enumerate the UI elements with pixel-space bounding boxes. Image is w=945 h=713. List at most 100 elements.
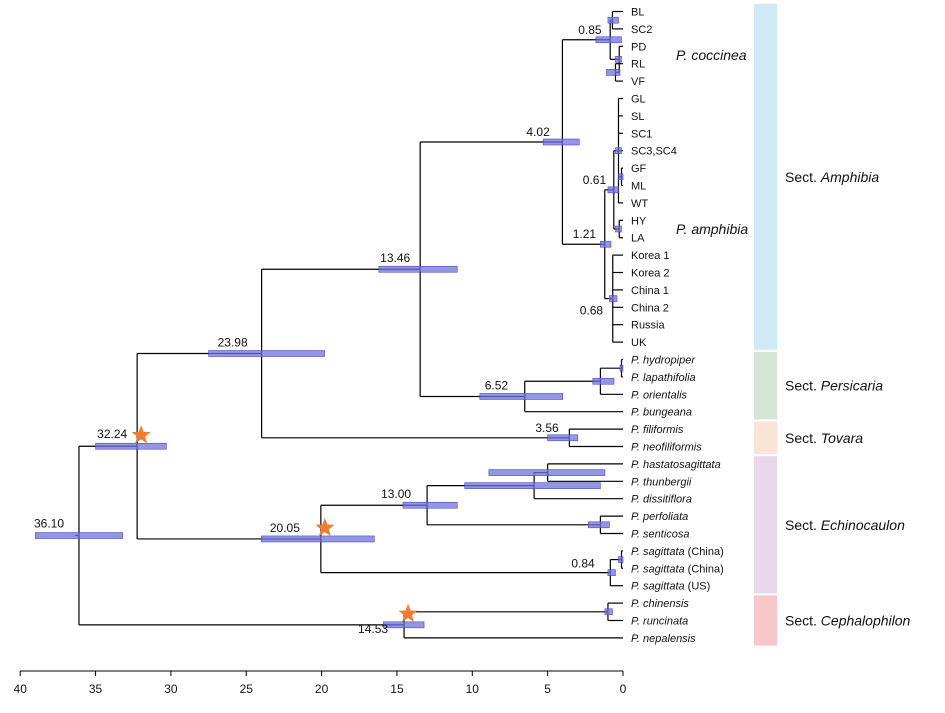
section-name: Cephalophilon — [821, 613, 911, 629]
tip-name: RL — [631, 59, 645, 71]
node-age-amphibia: 1.21 — [573, 227, 597, 241]
node-age-wtc: 0.61 — [583, 173, 607, 187]
hpd-bar-coc — [595, 36, 622, 44]
tip-name: SL — [631, 111, 644, 123]
tip-name: SC1 — [631, 128, 652, 140]
hpd-bar-ech — [261, 535, 375, 543]
tip-name: P. hydropiper — [631, 355, 696, 367]
tip-label-sa3: P. sagittata (US) — [631, 581, 710, 593]
axis-tick-label: 0 — [620, 682, 627, 696]
tip-label-hyd: P. hydropiper — [631, 355, 696, 367]
section-bar-cephalophilon — [754, 595, 777, 646]
hpd-bar-amphibia — [600, 240, 612, 248]
section-name: Echinocaulon — [821, 517, 905, 533]
section-label-persicaria: Sect. Persicaria — [785, 378, 883, 394]
section-prefix: Sect. — [785, 613, 821, 629]
tip-label-SL: SL — [631, 111, 644, 123]
hpd-bar-tov — [547, 434, 579, 442]
hpd-bar-root — [34, 532, 123, 539]
section-label-echinocaulon: Sect. Echinocaulon — [785, 517, 905, 533]
tip-label-has: P. hastatosagittata — [631, 459, 721, 471]
hpd-bar-htd — [464, 482, 601, 489]
tip-label-ML: ML — [631, 181, 646, 193]
node-age-A: 32.24 — [97, 427, 127, 441]
hpd-bar-C — [378, 265, 458, 273]
tip-name: PD — [631, 41, 646, 53]
hpd-bar-glc — [615, 147, 622, 154]
tip-label-BL: BL — [631, 7, 644, 19]
tip-name: Korea 2 — [631, 268, 670, 280]
tip-label-K1: Korea 1 — [631, 250, 670, 262]
tip-suffix: (China) — [685, 546, 724, 558]
tip-name: VF — [631, 76, 645, 88]
tip-label-chi: P. chinensis — [631, 598, 689, 610]
hpd-bar-ps — [588, 521, 610, 529]
tip-label-ori: P. orientalis — [631, 389, 688, 401]
section-label-tovara: Sect. Tovara — [785, 430, 863, 446]
calibration-stars — [131, 425, 418, 622]
section-bar-echinocaulon — [754, 456, 777, 594]
tip-name: P. thunbergii — [631, 476, 692, 488]
tip-label-SC2: SC2 — [631, 24, 652, 36]
node-age-asia: 0.68 — [580, 304, 604, 318]
species-label-pcoccinea: P. coccinea — [676, 47, 747, 63]
hpd-bar-s2 — [618, 556, 624, 563]
tip-name: China 1 — [631, 285, 669, 297]
tip-name: P. dissitiflora — [631, 494, 692, 506]
section-label-cephalophilon: Sect. Cephalophilon — [785, 613, 911, 629]
tip-label-bun: P. bungeana — [631, 407, 692, 419]
section-prefix: Sect. — [785, 517, 821, 533]
tip-label-SC1: SC1 — [631, 128, 652, 140]
calibration-star-ech — [315, 517, 335, 536]
hpd-bar-cB — [615, 56, 622, 63]
tip-label-UK: UK — [631, 337, 647, 349]
tip-labels: BL SC2 PD RL VF GL SL SC1 SC3,SC4 GF ML WT HY LA Korea… — [631, 7, 724, 645]
node-age-B: 23.98 — [218, 336, 248, 350]
tip-name: HY — [631, 215, 647, 227]
calibration-star-A — [131, 425, 151, 444]
hpd-bar-amp — [542, 138, 580, 146]
tip-label-SC3: SC3,SC4 — [631, 146, 677, 158]
section-prefix: Sect. — [785, 378, 821, 394]
tip-name: LA — [631, 233, 645, 245]
calibration-star-cep — [398, 603, 418, 622]
tip-name: P. bungeana — [631, 407, 692, 419]
hpd-bars — [34, 16, 624, 629]
axis-tick-label: 5 — [544, 682, 551, 696]
hpd-bar-cA — [607, 16, 619, 24]
axis-tick-label: 25 — [240, 682, 254, 696]
tip-name: P. senticosa — [631, 529, 690, 541]
tip-name: P. chinensis — [631, 598, 689, 610]
node-age-root: 36.10 — [34, 517, 64, 531]
tip-label-K2: Korea 2 — [631, 268, 670, 280]
tip-name: P. runcinata — [631, 616, 688, 628]
branches — [74, 10, 623, 639]
node-age-amp: 4.02 — [526, 125, 550, 139]
tip-suffix: (China) — [685, 563, 724, 575]
tip-name: SC3,SC4 — [631, 146, 677, 158]
axis-tick-label: 40 — [14, 682, 28, 696]
tip-suffix: (US) — [685, 581, 711, 593]
axis-tick-label: 10 — [466, 682, 480, 696]
hpd-bar-asia — [609, 295, 618, 302]
tip-name: SC2 — [631, 24, 652, 36]
axis-tick-label: 20 — [315, 682, 329, 696]
tip-name: P. filiformis — [631, 424, 684, 436]
hpd-bar-B — [208, 350, 325, 357]
tip-label-run: P. runcinata — [631, 616, 688, 628]
tip-label-C1: China 1 — [631, 285, 669, 297]
hpd-bar-pp — [592, 377, 615, 385]
section-bar-tovara — [754, 421, 777, 455]
tip-label-RU: Russia — [631, 320, 666, 332]
node-age-coc: 0.85 — [578, 23, 602, 37]
node-age-per_sec: 6.52 — [485, 378, 509, 392]
tip-label-GF: GF — [631, 163, 647, 175]
species-labels: P. coccinea P. amphibia — [676, 47, 748, 237]
tip-name: Korea 1 — [631, 250, 670, 262]
hpd-bar-per_sec — [479, 393, 564, 400]
tip-label-fil: P. filiformis — [631, 424, 684, 436]
tip-label-sa1: P. sagittata (China) — [631, 546, 724, 558]
